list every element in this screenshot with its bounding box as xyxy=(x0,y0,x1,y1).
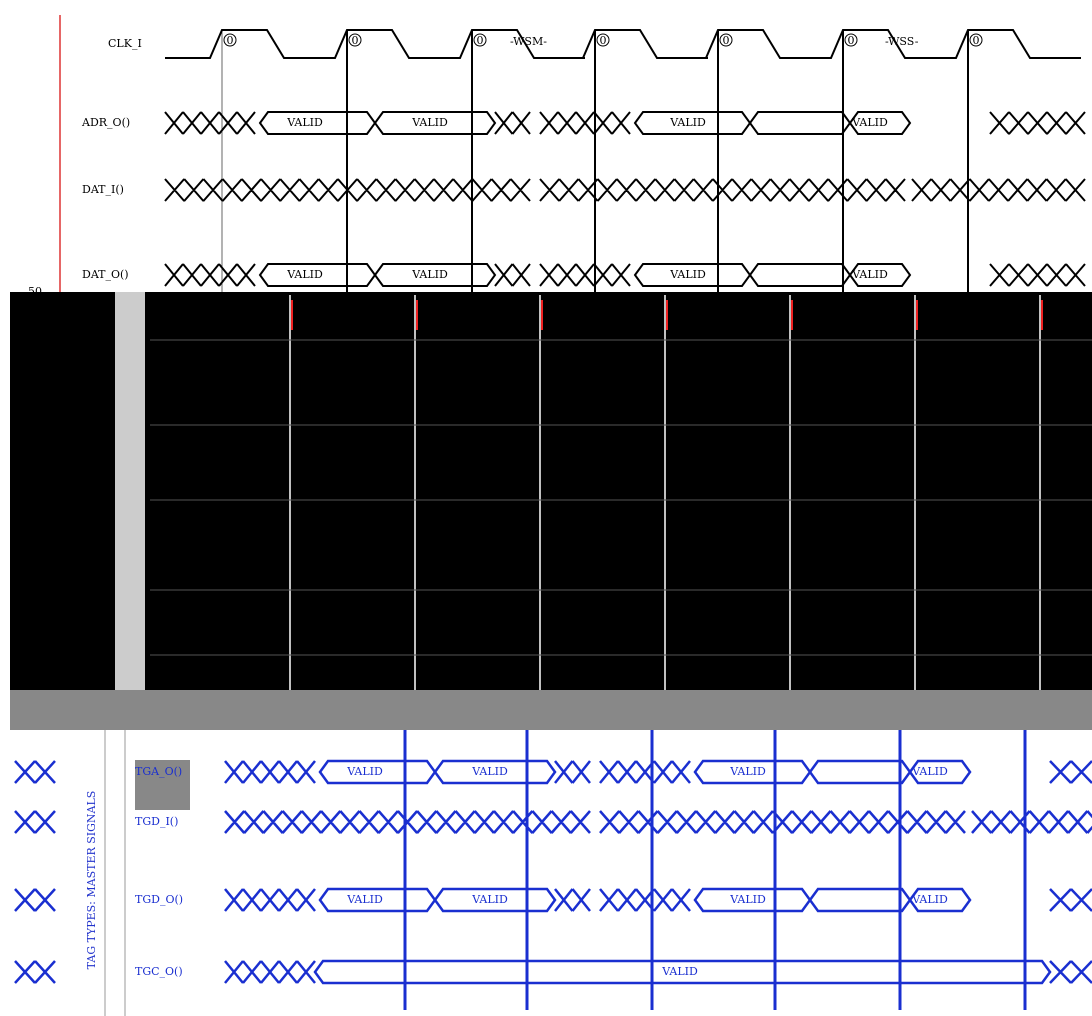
valid-label: VALID xyxy=(286,116,323,129)
valid-label: VALID xyxy=(471,765,508,778)
valid-bus xyxy=(748,263,852,287)
invalid-pattern xyxy=(539,178,906,202)
invalid-pattern xyxy=(494,263,531,287)
corrupted-block xyxy=(135,760,190,810)
invalid-pattern xyxy=(164,263,256,287)
edge-marker xyxy=(969,33,983,47)
invalid-pattern xyxy=(554,888,591,912)
signal-label: ADR_O() xyxy=(81,116,130,129)
valid-label: VALID xyxy=(471,893,508,906)
valid-label: VALID xyxy=(911,893,948,906)
edge-marker xyxy=(596,33,610,47)
invalid-pattern xyxy=(164,111,256,135)
top-label: 50 xyxy=(28,285,42,298)
valid-label: VALID xyxy=(669,116,706,129)
valid-bus xyxy=(373,263,497,287)
wait-label: -WSS- xyxy=(885,35,919,48)
signal-label: TGC_O() xyxy=(135,965,183,978)
valid-bus xyxy=(848,111,912,135)
wait-label: -WSM- xyxy=(510,35,547,48)
invalid-pattern xyxy=(224,810,591,834)
invalid-pattern xyxy=(224,960,316,984)
valid-label: VALID xyxy=(729,765,766,778)
invalid-pattern xyxy=(224,888,316,912)
invalid-pattern xyxy=(539,263,631,287)
valid-label: VALID xyxy=(911,765,948,778)
invalid-pattern xyxy=(1049,888,1092,912)
valid-bus xyxy=(433,887,557,913)
invalid-pattern xyxy=(224,760,316,784)
invalid-pattern xyxy=(539,111,631,135)
signal-label: DAT_I() xyxy=(82,183,124,196)
invalid-pattern xyxy=(971,810,1092,834)
edge-marker xyxy=(473,33,487,47)
signal-label: TGA_O() xyxy=(135,765,182,778)
edge-label: 0 xyxy=(352,34,359,47)
valid-label: VALID xyxy=(346,893,383,906)
valid-bus xyxy=(748,111,852,135)
edge-label: 0 xyxy=(600,34,607,47)
valid-label: VALID xyxy=(346,765,383,778)
invalid-pattern xyxy=(494,111,531,135)
invalid-pattern xyxy=(599,760,691,784)
valid-bus xyxy=(908,759,972,785)
valid-label: VALID xyxy=(851,268,888,281)
signal-label: TGD_O() xyxy=(135,893,183,906)
corrupted-gray xyxy=(10,690,1092,730)
valid-bus xyxy=(373,111,497,135)
edge-label: 0 xyxy=(973,34,980,47)
valid-bus xyxy=(848,263,912,287)
invalid-pattern xyxy=(14,960,56,984)
clock-wave xyxy=(165,29,1081,59)
valid-bus xyxy=(908,887,972,913)
corrupted-band xyxy=(10,292,1092,690)
signal-label: TGD_I() xyxy=(135,815,178,828)
invalid-pattern xyxy=(599,888,691,912)
signal-label: DAT_O() xyxy=(82,268,129,281)
invalid-pattern xyxy=(14,810,56,834)
invalid-pattern xyxy=(14,888,56,912)
valid-label: VALID xyxy=(669,268,706,281)
valid-label: VALID xyxy=(411,268,448,281)
edge-marker xyxy=(844,33,858,47)
invalid-pattern xyxy=(599,810,966,834)
invalid-pattern xyxy=(164,178,531,202)
valid-bus xyxy=(808,759,912,785)
invalid-pattern xyxy=(989,263,1086,287)
edge-marker xyxy=(223,33,237,47)
edge-label: 0 xyxy=(477,34,484,47)
valid-bus xyxy=(433,759,557,785)
valid-label: VALID xyxy=(851,116,888,129)
valid-label: VALID xyxy=(729,893,766,906)
invalid-pattern xyxy=(911,178,1086,202)
side-label: TAG TYPES: MASTER SIGNALS xyxy=(85,791,98,970)
valid-label: VALID xyxy=(661,965,698,978)
invalid-pattern xyxy=(14,760,56,784)
valid-bus xyxy=(313,959,1052,985)
valid-label: VALID xyxy=(286,268,323,281)
invalid-pattern xyxy=(989,111,1086,135)
edge-label: 0 xyxy=(227,34,234,47)
invalid-pattern xyxy=(554,760,591,784)
edge-marker xyxy=(719,33,733,47)
invalid-pattern xyxy=(1049,960,1092,984)
edge-marker xyxy=(348,33,362,47)
signal-label: CLK_I xyxy=(108,37,142,50)
invalid-pattern xyxy=(1049,760,1092,784)
edge-label: 0 xyxy=(848,34,855,47)
valid-label: VALID xyxy=(411,116,448,129)
edge-label: 0 xyxy=(723,34,730,47)
valid-bus xyxy=(808,887,912,913)
corrupted-strip xyxy=(115,292,145,690)
